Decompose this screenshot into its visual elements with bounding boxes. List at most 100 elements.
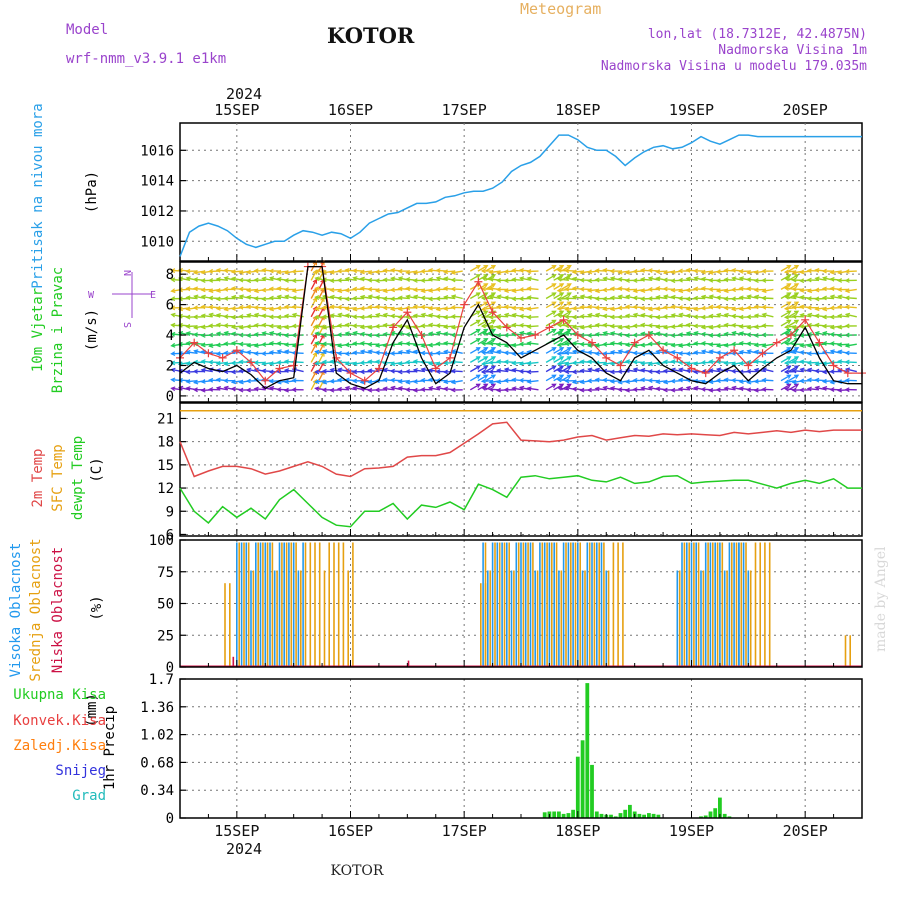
wind-arrowhead xyxy=(420,277,426,283)
wind-arrowhead xyxy=(321,305,327,311)
wind-arrowhead xyxy=(602,341,608,347)
wind-arrowhead xyxy=(321,324,328,330)
wind-arrowhead xyxy=(829,314,835,320)
wind-arrow xyxy=(545,328,556,336)
wind-arrow xyxy=(318,370,325,382)
wind-arrowhead xyxy=(730,296,736,302)
wind-arrowhead xyxy=(526,324,532,329)
wind-arrowhead xyxy=(564,361,570,367)
wind-arrowhead xyxy=(427,296,433,302)
wind-arrowhead xyxy=(291,378,297,383)
wind-arrowhead xyxy=(215,377,221,383)
wind-arrowhead xyxy=(185,340,191,346)
wind-arrowhead xyxy=(677,305,683,310)
wind-arrowhead xyxy=(624,269,631,275)
wind-arrow xyxy=(780,383,791,391)
wind-arrowhead xyxy=(170,377,176,383)
ytick-label: 1.36 xyxy=(140,700,174,716)
wind-arrow xyxy=(485,374,496,382)
wind-arrowhead xyxy=(483,310,489,316)
wind-arrowhead xyxy=(708,342,714,347)
wind-arrow xyxy=(469,328,481,336)
wind-arrowhead xyxy=(685,287,691,293)
wind-arrowhead xyxy=(587,342,593,348)
wind-arrowhead xyxy=(799,269,805,275)
wind-arrowhead xyxy=(586,378,592,384)
wind-arrowhead xyxy=(738,306,744,312)
wind-arrow xyxy=(345,278,357,281)
wind-arrowhead xyxy=(490,264,497,270)
wind-arrow xyxy=(482,297,494,300)
wind-arrowhead xyxy=(594,386,600,392)
wind-arrowhead xyxy=(639,305,646,311)
wind-arrow xyxy=(792,315,804,318)
wind-arrowhead xyxy=(647,306,653,312)
wind-arrowhead xyxy=(670,387,676,393)
wind-arrow xyxy=(656,296,668,300)
ytick-label: 15 xyxy=(157,458,174,474)
wind-arrowhead xyxy=(276,341,282,346)
wind-arrowhead xyxy=(352,385,358,391)
wind-arrowhead xyxy=(367,359,373,365)
wind-arrowhead xyxy=(685,306,691,312)
wind-arrow xyxy=(330,314,342,318)
gust-marker xyxy=(360,376,369,385)
wind-arrowhead xyxy=(427,368,434,373)
wind-arrowhead xyxy=(359,331,365,337)
wind-arrow xyxy=(413,369,426,373)
wind-arrowhead xyxy=(443,276,449,282)
wind-arrowhead xyxy=(753,324,759,330)
precip-bar xyxy=(722,813,727,818)
wind-arrowhead xyxy=(230,340,236,346)
wind-arrow xyxy=(527,316,539,318)
gust-marker xyxy=(573,331,582,340)
wind-arrowhead xyxy=(367,324,373,330)
wind-gust-markers xyxy=(176,262,866,385)
wind-arrowhead xyxy=(253,277,259,283)
wind-arrowhead xyxy=(382,386,388,392)
wind-arrowhead xyxy=(382,377,388,383)
wind-arrowhead xyxy=(253,288,259,294)
wind-arrowhead xyxy=(586,323,593,329)
wind-arrowhead xyxy=(223,286,229,292)
wind-arrowhead xyxy=(329,387,335,393)
wind-arrowhead xyxy=(738,268,744,274)
wind-arrowhead xyxy=(836,387,843,393)
wind-arrowhead xyxy=(518,330,525,336)
wind-arrowhead xyxy=(238,294,244,300)
wind-arrowhead xyxy=(700,349,707,355)
wind-arrowhead xyxy=(730,322,737,328)
wind-arrowhead xyxy=(223,350,229,356)
wind-arrowhead xyxy=(230,369,236,375)
wind-arrowhead xyxy=(475,319,481,325)
wind-arrow xyxy=(560,301,572,309)
wind-arrowhead xyxy=(359,276,365,282)
wind-arrowhead xyxy=(594,342,600,348)
day-label-15sep: 15SEP xyxy=(214,101,259,119)
wind-arrowhead xyxy=(617,324,623,330)
precip-bar xyxy=(642,814,646,818)
wind-arrowhead xyxy=(678,312,684,318)
wind-arrowhead xyxy=(268,350,274,355)
wind-arrowhead xyxy=(715,343,722,348)
wind-arrowhead xyxy=(692,314,699,320)
wind-arrow xyxy=(560,292,572,300)
wind-arrowhead xyxy=(389,287,396,293)
wind-arrowhead xyxy=(602,296,608,302)
wind-arrowhead xyxy=(655,324,661,330)
gust-marker xyxy=(659,346,668,355)
wind-arrow xyxy=(451,270,463,274)
product-title: Meteogram xyxy=(520,0,601,18)
wind-arrowhead xyxy=(170,322,176,328)
wind-arrow xyxy=(310,343,318,354)
wind-arrowhead xyxy=(566,347,572,352)
wind-arrowhead xyxy=(559,283,565,288)
wind-arrowhead xyxy=(185,286,191,292)
wind-arrowhead xyxy=(632,295,638,301)
precip-bar xyxy=(609,814,613,818)
wind-arrow xyxy=(318,361,325,372)
wind-arrowhead xyxy=(594,277,600,283)
wind-arrowhead xyxy=(753,269,759,275)
wind-arrowhead xyxy=(761,288,767,294)
gust-marker xyxy=(730,346,739,355)
